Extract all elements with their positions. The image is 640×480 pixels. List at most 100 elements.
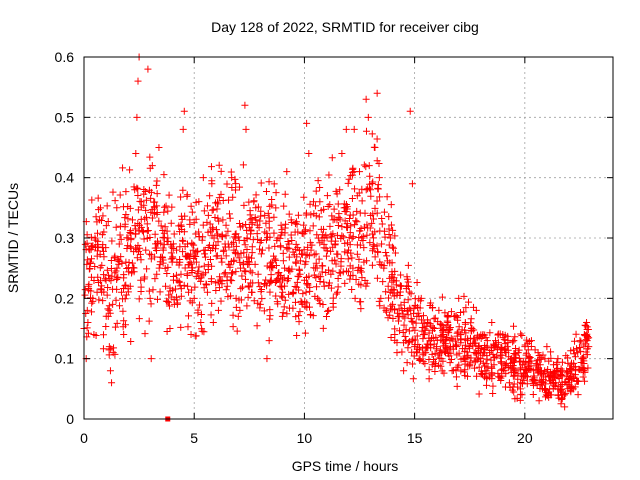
- band-point: [295, 266, 303, 274]
- data-point: [225, 210, 233, 218]
- band-point: [137, 256, 145, 264]
- band-point: [293, 220, 301, 228]
- band-point: [318, 268, 326, 276]
- band-point: [279, 257, 287, 265]
- band-point: [235, 296, 243, 304]
- band-point: [401, 314, 409, 322]
- band-point: [337, 255, 345, 263]
- band-point: [527, 343, 535, 351]
- data-point: [466, 361, 474, 369]
- band-point: [396, 288, 404, 296]
- band-point: [257, 236, 265, 244]
- data-point: [243, 234, 251, 242]
- band-point: [392, 281, 400, 289]
- y-axis-label: SRMTID / TECUs: [5, 183, 21, 293]
- data-point: [567, 361, 575, 369]
- band-point: [447, 308, 455, 316]
- band-point: [91, 243, 99, 251]
- band-point: [539, 351, 547, 359]
- band-point: [217, 297, 225, 305]
- band-point: [312, 212, 320, 220]
- data-point: [175, 222, 183, 230]
- band-point: [232, 180, 240, 188]
- band-point: [196, 301, 204, 309]
- band-point: [569, 375, 577, 383]
- band-point: [301, 260, 309, 268]
- band-point: [151, 230, 159, 238]
- band-point: [208, 299, 216, 307]
- data-point: [523, 373, 531, 381]
- band-point: [159, 233, 167, 241]
- data-point: [373, 89, 381, 97]
- band-point: [214, 214, 222, 222]
- band-point: [247, 254, 255, 262]
- band-point: [195, 275, 203, 283]
- band-point: [464, 298, 472, 306]
- band-point: [183, 253, 191, 261]
- data-point: [170, 300, 178, 308]
- band-point: [302, 251, 310, 259]
- data-point: [307, 246, 315, 254]
- band-point: [446, 359, 454, 367]
- band-point: [380, 208, 388, 216]
- band-point: [260, 279, 268, 287]
- band-point: [431, 367, 439, 375]
- band-point: [198, 236, 206, 244]
- band-point: [252, 191, 260, 199]
- data-point: [439, 331, 447, 339]
- band-point: [306, 227, 314, 235]
- band-point: [376, 193, 384, 201]
- band-point: [233, 327, 241, 335]
- band-point: [231, 175, 239, 183]
- band-point: [352, 217, 360, 225]
- data-point: [203, 288, 211, 296]
- band-point: [218, 258, 226, 266]
- band-point: [286, 267, 294, 275]
- band-point: [155, 217, 163, 225]
- data-point: [186, 216, 194, 224]
- band-point: [390, 286, 398, 294]
- band-point: [411, 295, 419, 303]
- data-point: [281, 264, 289, 272]
- band-point: [376, 302, 384, 310]
- data-point: [298, 300, 306, 308]
- band-point: [142, 206, 150, 214]
- band-point: [128, 259, 136, 267]
- band-point: [534, 356, 542, 364]
- band-point: [134, 192, 142, 200]
- band-point: [346, 275, 354, 283]
- data-point: [329, 216, 337, 224]
- band-point: [206, 220, 214, 228]
- band-point: [462, 329, 470, 337]
- band-point: [112, 296, 120, 304]
- data-point: [305, 150, 313, 158]
- band-point: [136, 244, 144, 252]
- band-point: [256, 283, 264, 291]
- band-point: [413, 332, 421, 340]
- band-point: [143, 265, 151, 273]
- band-point: [191, 252, 199, 260]
- band-point: [577, 338, 585, 346]
- band-point: [389, 314, 397, 322]
- band-point: [240, 201, 248, 209]
- data-point: [166, 325, 174, 332]
- band-point: [194, 269, 202, 277]
- data-point: [245, 258, 253, 266]
- data-point: [468, 325, 476, 332]
- band-point: [417, 316, 425, 324]
- band-point: [283, 310, 291, 318]
- band-point: [494, 369, 502, 377]
- band-point: [130, 248, 138, 256]
- data-point: [263, 355, 271, 363]
- band-point: [179, 186, 187, 194]
- band-point: [487, 356, 495, 364]
- band-point: [183, 191, 191, 199]
- band-point: [320, 225, 328, 233]
- band-point: [160, 208, 168, 216]
- band-point: [100, 253, 108, 261]
- band-point: [264, 209, 272, 217]
- band-point: [328, 154, 336, 162]
- data-point: [457, 331, 465, 339]
- band-point: [522, 351, 530, 359]
- band-point: [121, 214, 129, 222]
